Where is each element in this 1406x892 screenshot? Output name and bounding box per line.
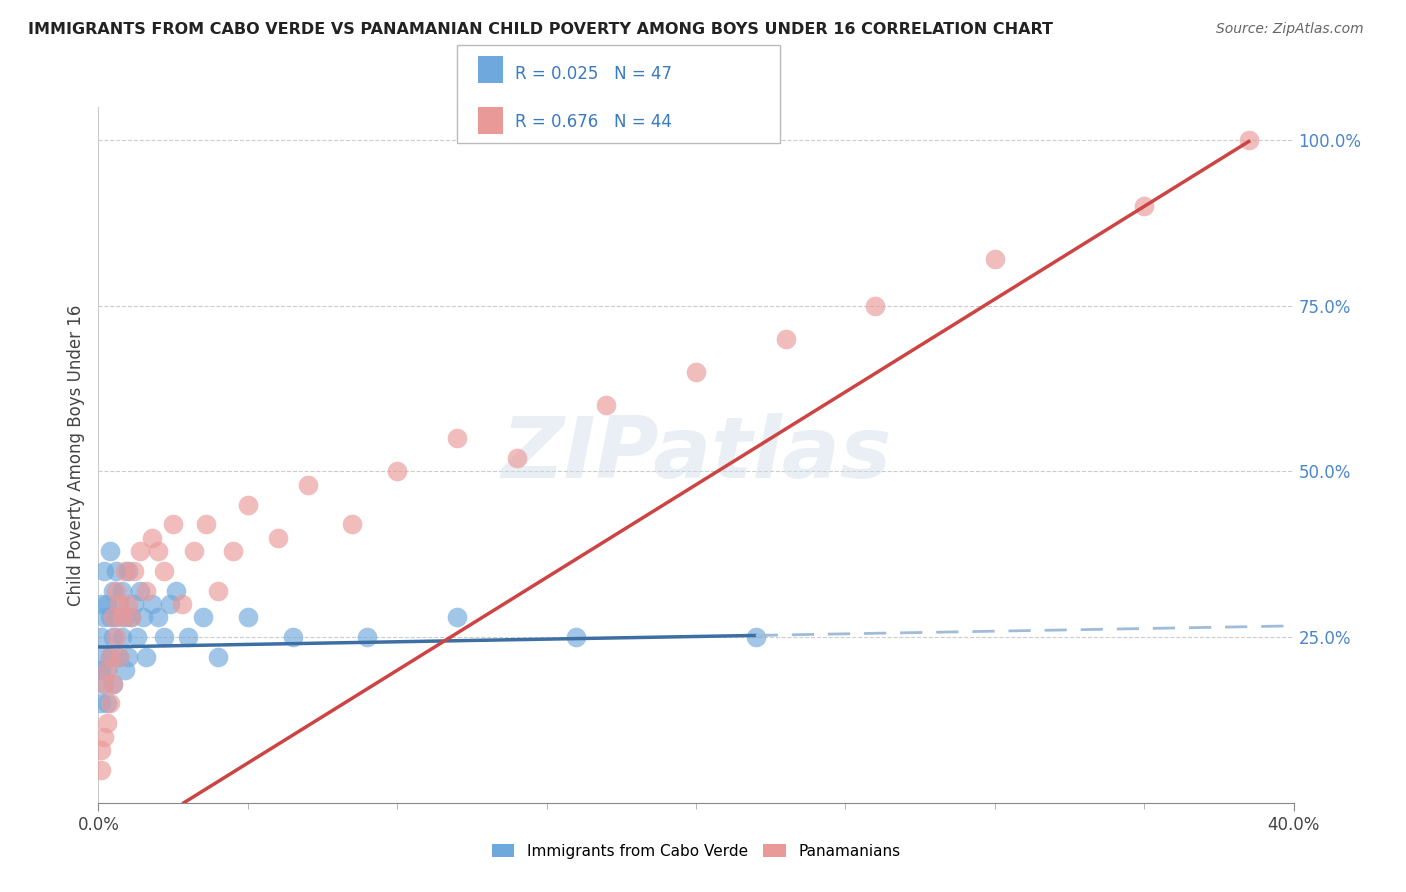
- Point: [132, 610, 155, 624]
- Point: [159, 597, 181, 611]
- Text: R = 0.025   N = 47: R = 0.025 N = 47: [515, 65, 672, 83]
- Point: [105, 583, 128, 598]
- Point: [236, 498, 259, 512]
- Point: [267, 531, 290, 545]
- Point: [356, 630, 378, 644]
- Point: [98, 650, 122, 665]
- Point: [191, 610, 214, 624]
- Point: [105, 564, 128, 578]
- Point: [108, 597, 131, 611]
- Point: [124, 597, 146, 611]
- Point: [108, 650, 131, 665]
- Point: [120, 610, 142, 624]
- Point: [207, 583, 229, 598]
- Legend: Immigrants from Cabo Verde, Panamanians: Immigrants from Cabo Verde, Panamanians: [485, 838, 907, 864]
- Point: [117, 650, 139, 665]
- Point: [105, 630, 128, 644]
- Point: [90, 743, 112, 757]
- Point: [103, 676, 125, 690]
- Point: [135, 583, 157, 598]
- Point: [103, 676, 125, 690]
- Point: [96, 697, 118, 711]
- Point: [96, 663, 118, 677]
- Point: [148, 544, 170, 558]
- Point: [385, 465, 409, 479]
- Point: [446, 431, 468, 445]
- Point: [297, 477, 319, 491]
- Point: [114, 663, 136, 677]
- Point: [93, 650, 115, 665]
- Point: [90, 763, 112, 777]
- Point: [685, 365, 707, 379]
- Point: [195, 517, 218, 532]
- Text: IMMIGRANTS FROM CABO VERDE VS PANAMANIAN CHILD POVERTY AMONG BOYS UNDER 16 CORRE: IMMIGRANTS FROM CABO VERDE VS PANAMANIAN…: [28, 22, 1053, 37]
- Point: [162, 517, 184, 532]
- Point: [98, 610, 122, 624]
- Point: [127, 630, 149, 644]
- Point: [96, 597, 118, 611]
- Point: [93, 676, 115, 690]
- Point: [236, 610, 259, 624]
- Point: [222, 544, 245, 558]
- Point: [93, 730, 115, 744]
- Point: [117, 597, 139, 611]
- Point: [281, 630, 304, 644]
- Point: [129, 544, 152, 558]
- Point: [865, 299, 887, 313]
- Point: [90, 630, 112, 644]
- Point: [111, 583, 134, 598]
- Point: [141, 531, 163, 545]
- Point: [114, 610, 136, 624]
- Point: [111, 610, 134, 624]
- Text: R = 0.676   N = 44: R = 0.676 N = 44: [515, 113, 672, 131]
- Point: [90, 697, 112, 711]
- Point: [103, 610, 125, 624]
- Point: [98, 544, 122, 558]
- Point: [1133, 199, 1156, 213]
- Point: [595, 398, 617, 412]
- Point: [207, 650, 229, 665]
- Point: [446, 610, 468, 624]
- Point: [165, 583, 187, 598]
- Point: [111, 630, 134, 644]
- Point: [103, 583, 125, 598]
- Point: [775, 332, 797, 346]
- Point: [565, 630, 588, 644]
- Text: ZIPatlas: ZIPatlas: [501, 413, 891, 497]
- Point: [105, 610, 128, 624]
- Point: [153, 564, 176, 578]
- Point: [172, 597, 194, 611]
- Point: [98, 697, 122, 711]
- Point: [183, 544, 205, 558]
- Point: [745, 630, 768, 644]
- Text: Source: ZipAtlas.com: Source: ZipAtlas.com: [1216, 22, 1364, 37]
- Point: [153, 630, 176, 644]
- Point: [129, 583, 152, 598]
- Point: [117, 564, 139, 578]
- Point: [108, 650, 131, 665]
- Point: [108, 597, 131, 611]
- Point: [177, 630, 200, 644]
- Point: [984, 252, 1007, 267]
- Point: [93, 610, 115, 624]
- Point: [120, 610, 142, 624]
- Point: [93, 676, 115, 690]
- Point: [96, 716, 118, 731]
- Point: [141, 597, 163, 611]
- Point: [148, 610, 170, 624]
- Point: [135, 650, 157, 665]
- Y-axis label: Child Poverty Among Boys Under 16: Child Poverty Among Boys Under 16: [66, 304, 84, 606]
- Point: [98, 650, 122, 665]
- Point: [96, 663, 118, 677]
- Point: [93, 564, 115, 578]
- Point: [103, 630, 125, 644]
- Point: [114, 564, 136, 578]
- Point: [506, 451, 529, 466]
- Point: [1237, 133, 1260, 147]
- Point: [124, 564, 146, 578]
- Point: [90, 663, 112, 677]
- Point: [342, 517, 364, 532]
- Point: [90, 597, 112, 611]
